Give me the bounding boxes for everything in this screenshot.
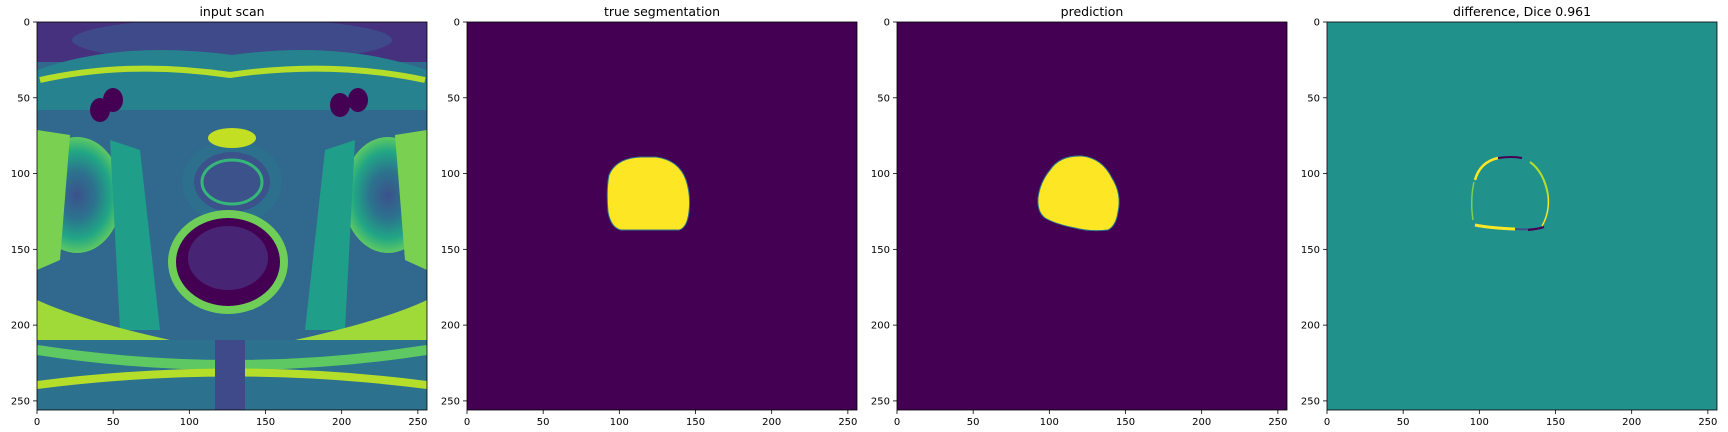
- y-tick-label: 0: [24, 18, 30, 29]
- y-tick-label: 150: [441, 245, 460, 256]
- x-tick-label: 100: [180, 417, 199, 428]
- x-tick-label: 50: [537, 417, 550, 428]
- x-tick-label: 0: [1324, 417, 1330, 428]
- x-tick-label: 200: [1192, 417, 1211, 428]
- x-tick-label: 100: [610, 417, 629, 428]
- x-tick-label: 50: [967, 417, 980, 428]
- x-tick-label: 150: [1116, 417, 1135, 428]
- x-tick-label: 150: [1546, 417, 1565, 428]
- prostate-mask-true: [606, 156, 691, 231]
- y-tick-label: 100: [1301, 169, 1320, 180]
- plot-true-segmentation: 0 50 100 150 200 250 0 50 100 150 200 250: [441, 18, 858, 429]
- y-ticks: 0 50 100 150 200 250: [11, 18, 37, 407]
- y-tick-label: 250: [11, 396, 30, 407]
- panel-prediction: prediction 0 50 100 150 200 250 0 50 100 150 200 2…: [860, 0, 1288, 432]
- y-tick-label: 150: [871, 245, 890, 256]
- difference-outline: [1470, 156, 1550, 231]
- panel-difference: difference, Dice 0.961 0 50 100 150 200 250 0…: [1290, 0, 1718, 432]
- plot-input-scan: 0 50 100 150 200 250 0 50 100 150 200 250: [11, 18, 428, 429]
- x-ticks: 0 50 100 150 200 250: [34, 410, 427, 428]
- axes-frame: [1326, 21, 1718, 411]
- y-tick-label: 100: [441, 169, 460, 180]
- panel-title-input: input scan: [199, 4, 265, 19]
- y-ticks: 0 50 100 150 200 250: [1301, 18, 1327, 407]
- y-tick-label: 100: [871, 169, 890, 180]
- plot-difference: 0 50 100 150 200 250 0 50 100 150 200 250: [1301, 18, 1718, 429]
- x-tick-label: 150: [686, 417, 705, 428]
- y-tick-label: 250: [871, 396, 890, 407]
- x-ticks: 0 50 100 150 200 250: [464, 410, 857, 428]
- y-tick-label: 150: [1301, 245, 1320, 256]
- panel-input-scan: input scan: [0, 0, 428, 432]
- y-tick-label: 150: [11, 245, 30, 256]
- y-ticks: 0 50 100 150 200 250: [871, 18, 897, 407]
- y-tick-label: 50: [17, 93, 30, 104]
- panel-title-difference: difference, Dice 0.961: [1452, 4, 1592, 19]
- x-tick-label: 0: [464, 417, 470, 428]
- y-tick-label: 50: [877, 93, 890, 104]
- plot-prediction: 0 50 100 150 200 250 0 50 100 150 200 250: [871, 18, 1288, 429]
- x-tick-label: 0: [894, 417, 900, 428]
- x-tick-label: 250: [838, 417, 857, 428]
- panel-title-truth: true segmentation: [603, 4, 721, 19]
- x-tick-label: 50: [107, 417, 120, 428]
- background-difference: [1327, 22, 1717, 410]
- y-tick-label: 0: [454, 18, 460, 29]
- x-tick-label: 200: [1622, 417, 1641, 428]
- panel-title-prediction: prediction: [1060, 4, 1124, 19]
- panel-true-segmentation: true segmentation 0 50 100 150 200 250 0 50 100…: [430, 0, 858, 432]
- prostate-mask-predicted: [1037, 155, 1120, 232]
- y-tick-label: 0: [1314, 18, 1320, 29]
- x-ticks: 0 50 100 150 200 250: [894, 410, 1287, 428]
- axes-frame: [896, 21, 1288, 411]
- y-tick-label: 50: [447, 93, 460, 104]
- x-tick-label: 50: [1397, 417, 1410, 428]
- x-tick-label: 200: [762, 417, 781, 428]
- y-tick-label: 250: [441, 396, 460, 407]
- y-tick-label: 250: [1301, 396, 1320, 407]
- axes-frame: [466, 21, 858, 411]
- x-tick-label: 250: [408, 417, 427, 428]
- x-tick-label: 0: [34, 417, 40, 428]
- x-tick-label: 100: [1470, 417, 1489, 428]
- x-tick-label: 200: [332, 417, 351, 428]
- x-tick-label: 100: [1040, 417, 1059, 428]
- mri-image: [37, 22, 427, 410]
- x-ticks: 0 50 100 150 200 250: [1324, 410, 1717, 428]
- y-tick-label: 100: [11, 169, 30, 180]
- y-tick-label: 0: [884, 18, 890, 29]
- axes-frame: [36, 21, 428, 411]
- y-tick-label: 200: [11, 321, 30, 332]
- y-tick-label: 50: [1307, 93, 1320, 104]
- y-tick-label: 200: [871, 321, 890, 332]
- y-tick-label: 200: [441, 321, 460, 332]
- y-tick-label: 200: [1301, 321, 1320, 332]
- y-ticks: 0 50 100 150 200 250: [441, 18, 467, 407]
- x-tick-label: 150: [256, 417, 275, 428]
- x-tick-label: 250: [1268, 417, 1287, 428]
- x-tick-label: 250: [1698, 417, 1717, 428]
